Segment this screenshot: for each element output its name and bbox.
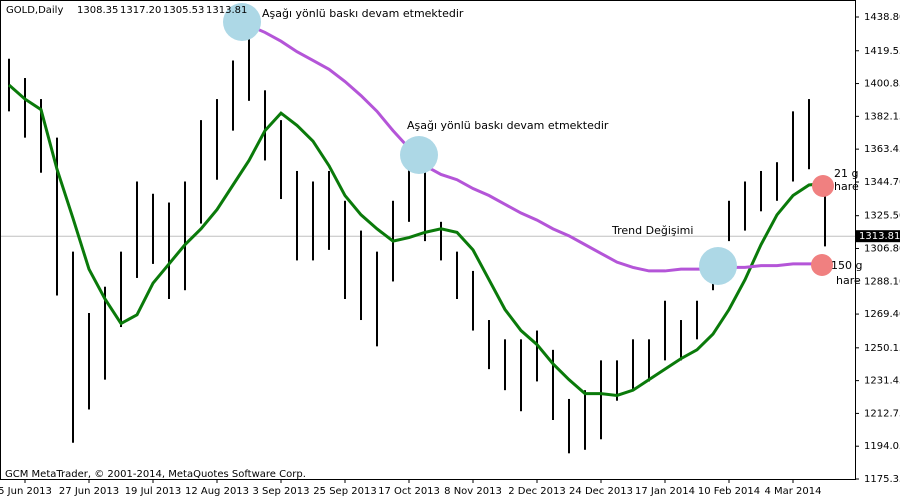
y-tick-label: 1269.40 [864,309,900,320]
annotation: Aşağı yönlü baskı devam etmektedir [407,119,609,132]
ma-marker [811,254,833,276]
x-tick-label: 3 Sep 2013 [252,486,309,497]
x-tick-label: 8 Nov 2013 [444,486,502,497]
y-tick-label: 1363.45 [864,144,900,155]
annotation: Trend Değişimi [611,224,693,237]
y-tick-label: 1438.80 [864,12,900,23]
annotation: hare [836,274,861,287]
plot-border [0,0,856,480]
last-price-label: 1313.81 [859,231,900,242]
plot-area [0,24,855,454]
annotation: hare [834,180,859,193]
highlight-circle [223,3,261,41]
y-tick-label: 1194.05 [864,441,900,452]
x-tick-label: 25 Sep 2013 [313,486,376,497]
x-tick-label: 4 Mar 2014 [764,486,821,497]
y-tick-label: 1344.70 [864,177,900,188]
y-tick-label: 1419.55 [864,46,900,57]
ohlc-value: 1317.20 [120,5,161,16]
x-tick-label: 27 Jun 2013 [59,486,119,497]
x-tick-label: 5 Jun 2013 [0,486,52,497]
y-tick-label: 1400.85 [864,79,900,90]
last-price-tag [856,230,900,243]
annotation: 150 g [831,259,862,272]
x-tick-label: 10 Feb 2014 [698,486,760,497]
y-tick-label: 1250.15 [864,343,900,354]
ma-marker [812,175,834,197]
x-tick-label: 17 Oct 2013 [378,486,440,497]
y-tick-label: 1212.75 [864,408,900,419]
x-tick-label: 2 Dec 2013 [508,486,566,497]
y-tick-label: 1231.45 [864,376,900,387]
ohlc-value: 1305.53 [163,5,204,16]
x-tick-label: 12 Aug 2013 [185,486,249,497]
ohlc-value: 1313.81 [206,5,247,16]
x-tick-label: 24 Dec 2013 [569,486,633,497]
ohlc-value: 1308.35 [77,5,118,16]
y-tick-label: 1175.35 [864,474,900,485]
symbol-title: GOLD,Daily [6,5,63,16]
annotation: Aşağı yönlü baskı devam etmektedir [262,7,464,20]
moving-average-line [8,83,826,397]
y-tick-label: 1382.15 [864,111,900,122]
annotation: 21 g [834,167,858,180]
highlight-circle [400,136,438,174]
y-tick-label: 1288.10 [864,276,900,287]
x-tick-label: 19 Jul 2013 [125,486,182,497]
y-tick-label: 1325.50 [864,211,900,222]
x-tick-label: 17 Jan 2014 [635,486,695,497]
y-tick-label: 1306.80 [864,243,900,254]
footer: GCM MetaTrader, © 2001-2014, MetaQuotes … [5,469,306,480]
highlight-circle [699,247,737,285]
